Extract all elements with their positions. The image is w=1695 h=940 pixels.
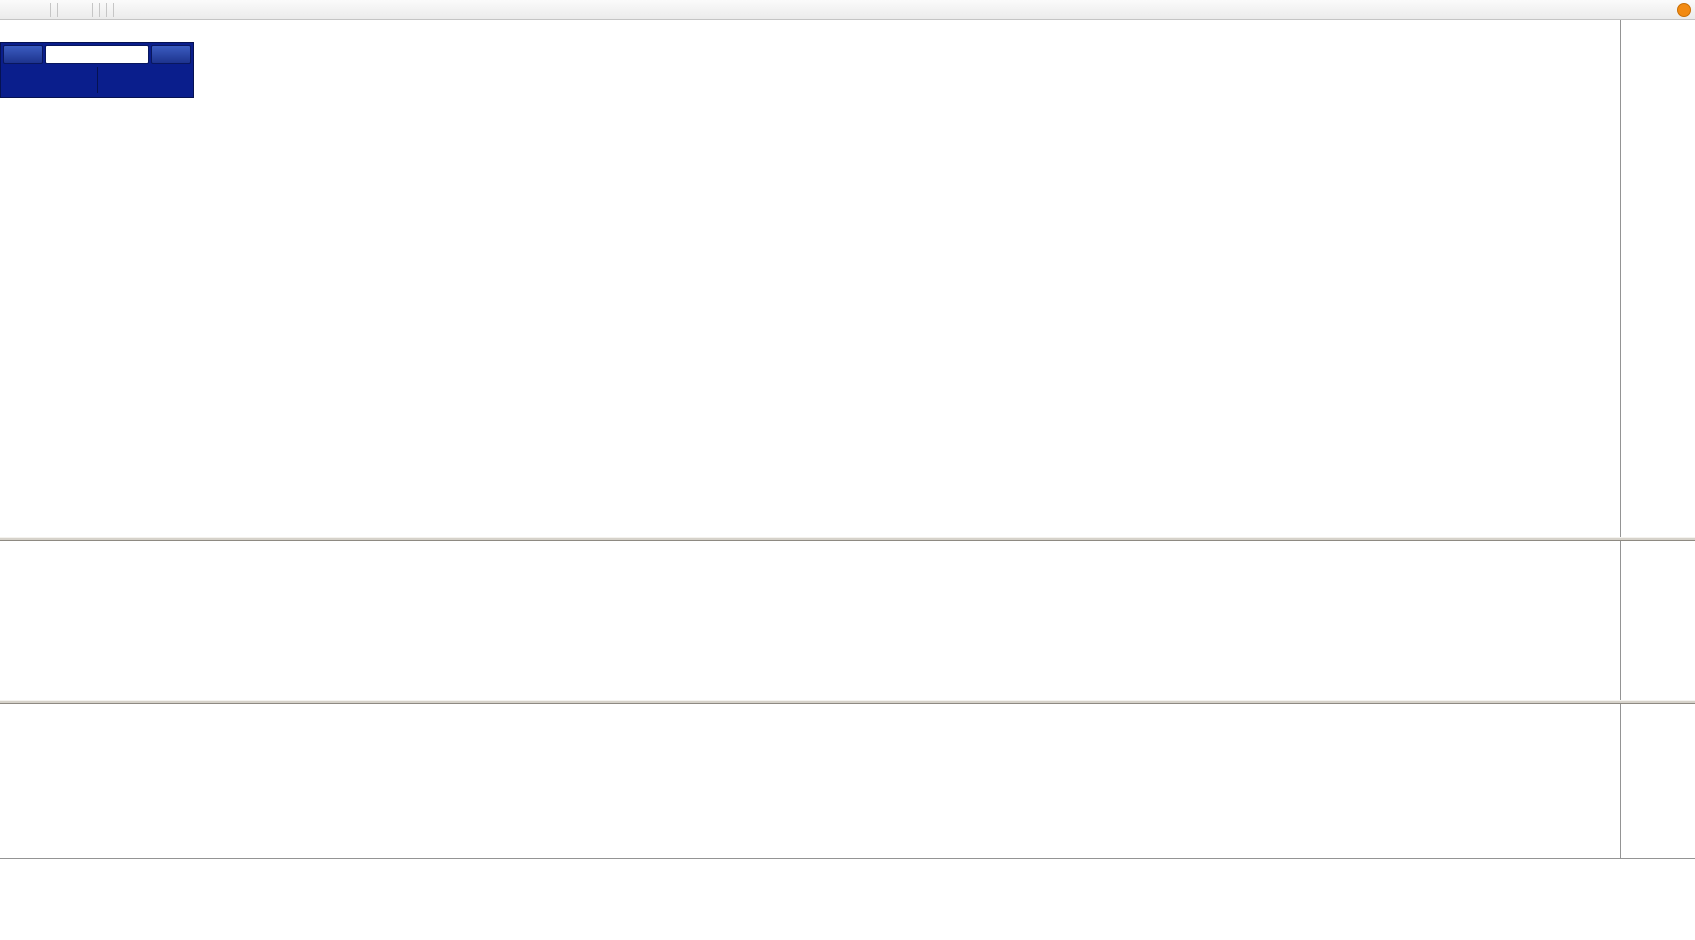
price-axis[interactable] bbox=[1620, 20, 1695, 537]
rsi-panel[interactable] bbox=[0, 704, 1620, 858]
toolbar-divider bbox=[106, 2, 107, 17]
panel-separator[interactable] bbox=[0, 537, 1695, 541]
toolbar-divider bbox=[92, 2, 93, 17]
rsi-canvas[interactable] bbox=[0, 704, 1620, 858]
buy-button[interactable] bbox=[151, 45, 191, 64]
toolbar-divider bbox=[50, 2, 51, 17]
rsi-axis[interactable] bbox=[1620, 704, 1695, 858]
chart-window-icon bbox=[4, 2, 19, 17]
chart-area[interactable]: ▲▼ bbox=[0, 20, 1620, 537]
notification-badge[interactable] bbox=[1677, 2, 1691, 17]
autotrading-play-icon bbox=[66, 2, 81, 17]
new-order-button[interactable] bbox=[19, 1, 47, 19]
time-axis[interactable] bbox=[0, 858, 1695, 876]
volume-field: ▲▼ bbox=[45, 45, 149, 64]
toolbar-divider bbox=[113, 2, 114, 17]
main-chart-canvas[interactable] bbox=[0, 20, 1620, 537]
sell-button[interactable] bbox=[3, 45, 43, 64]
search-icon[interactable] bbox=[1657, 2, 1672, 17]
toolbar bbox=[0, 0, 1695, 20]
price-divider bbox=[96, 66, 98, 93]
new-order-icon bbox=[24, 2, 39, 17]
toolbar-divider bbox=[57, 2, 58, 17]
toolbar-divider bbox=[99, 2, 100, 17]
autotrading-button[interactable] bbox=[61, 1, 89, 19]
macd-canvas[interactable] bbox=[0, 541, 1620, 700]
volume-input[interactable] bbox=[46, 46, 148, 63]
panel-separator[interactable] bbox=[0, 700, 1695, 704]
macd-axis[interactable] bbox=[1620, 541, 1695, 700]
one-click-trade-panel: ▲▼ bbox=[0, 42, 194, 98]
macd-panel[interactable] bbox=[0, 541, 1620, 700]
